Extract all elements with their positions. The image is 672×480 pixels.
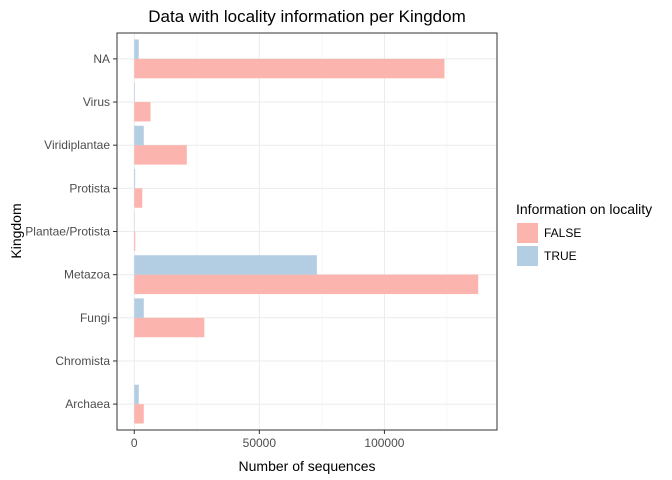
y-tick-label: Protista bbox=[69, 181, 110, 195]
x-axis-title: Number of sequences bbox=[239, 458, 376, 474]
bar-false-viridiplantae bbox=[134, 145, 187, 165]
bar-true-fungi bbox=[134, 298, 144, 318]
x-axis: 0 50000 100000 bbox=[131, 430, 405, 450]
bar-false-metazoa bbox=[134, 274, 479, 295]
y-axis: Archaea Chromista Fungi Metazoa Plantae/Prot… bbox=[25, 52, 117, 411]
bar-true-na bbox=[134, 39, 139, 59]
y-tick-label: Archaea bbox=[65, 397, 110, 411]
legend-title: Information on locality bbox=[516, 201, 652, 217]
x-tick-label: 50000 bbox=[243, 436, 277, 450]
y-tick-label: Metazoa bbox=[64, 268, 110, 282]
x-tick-label: 0 bbox=[131, 436, 138, 450]
legend-key-true bbox=[517, 246, 538, 266]
bars bbox=[134, 39, 479, 424]
legend-label-false: FALSE bbox=[544, 226, 581, 240]
bar-false-archaea bbox=[134, 404, 144, 424]
bar-false-protista bbox=[134, 188, 143, 208]
y-tick-label: Fungi bbox=[80, 311, 110, 325]
chart-title: Data with locality information per Kingd… bbox=[148, 7, 465, 26]
grid bbox=[117, 33, 497, 430]
bar-true-virus bbox=[134, 82, 135, 103]
y-axis-title: Kingdom bbox=[8, 203, 24, 258]
legend: Information on locality FALSE TRUE bbox=[516, 201, 652, 266]
bar-false-plantae-protista bbox=[134, 231, 136, 251]
bar-false-virus bbox=[134, 102, 151, 122]
x-tick-label: 100000 bbox=[364, 436, 404, 450]
bar-true-archaea bbox=[134, 384, 139, 405]
y-tick-label: Plantae/Protista bbox=[25, 225, 110, 239]
bar-false-na bbox=[134, 58, 445, 79]
legend-key-false bbox=[517, 223, 538, 243]
y-tick-label: Virus bbox=[83, 95, 110, 109]
legend-label-true: TRUE bbox=[544, 249, 577, 263]
bar-true-viridiplantae bbox=[134, 125, 144, 146]
y-tick-label: Viridiplantae bbox=[44, 138, 110, 152]
bar-true-metazoa bbox=[134, 255, 317, 275]
y-tick-label: Chromista bbox=[55, 354, 110, 368]
y-tick-label: NA bbox=[93, 52, 110, 66]
bar-false-fungi bbox=[134, 317, 205, 338]
bar-true-protista bbox=[134, 168, 136, 189]
